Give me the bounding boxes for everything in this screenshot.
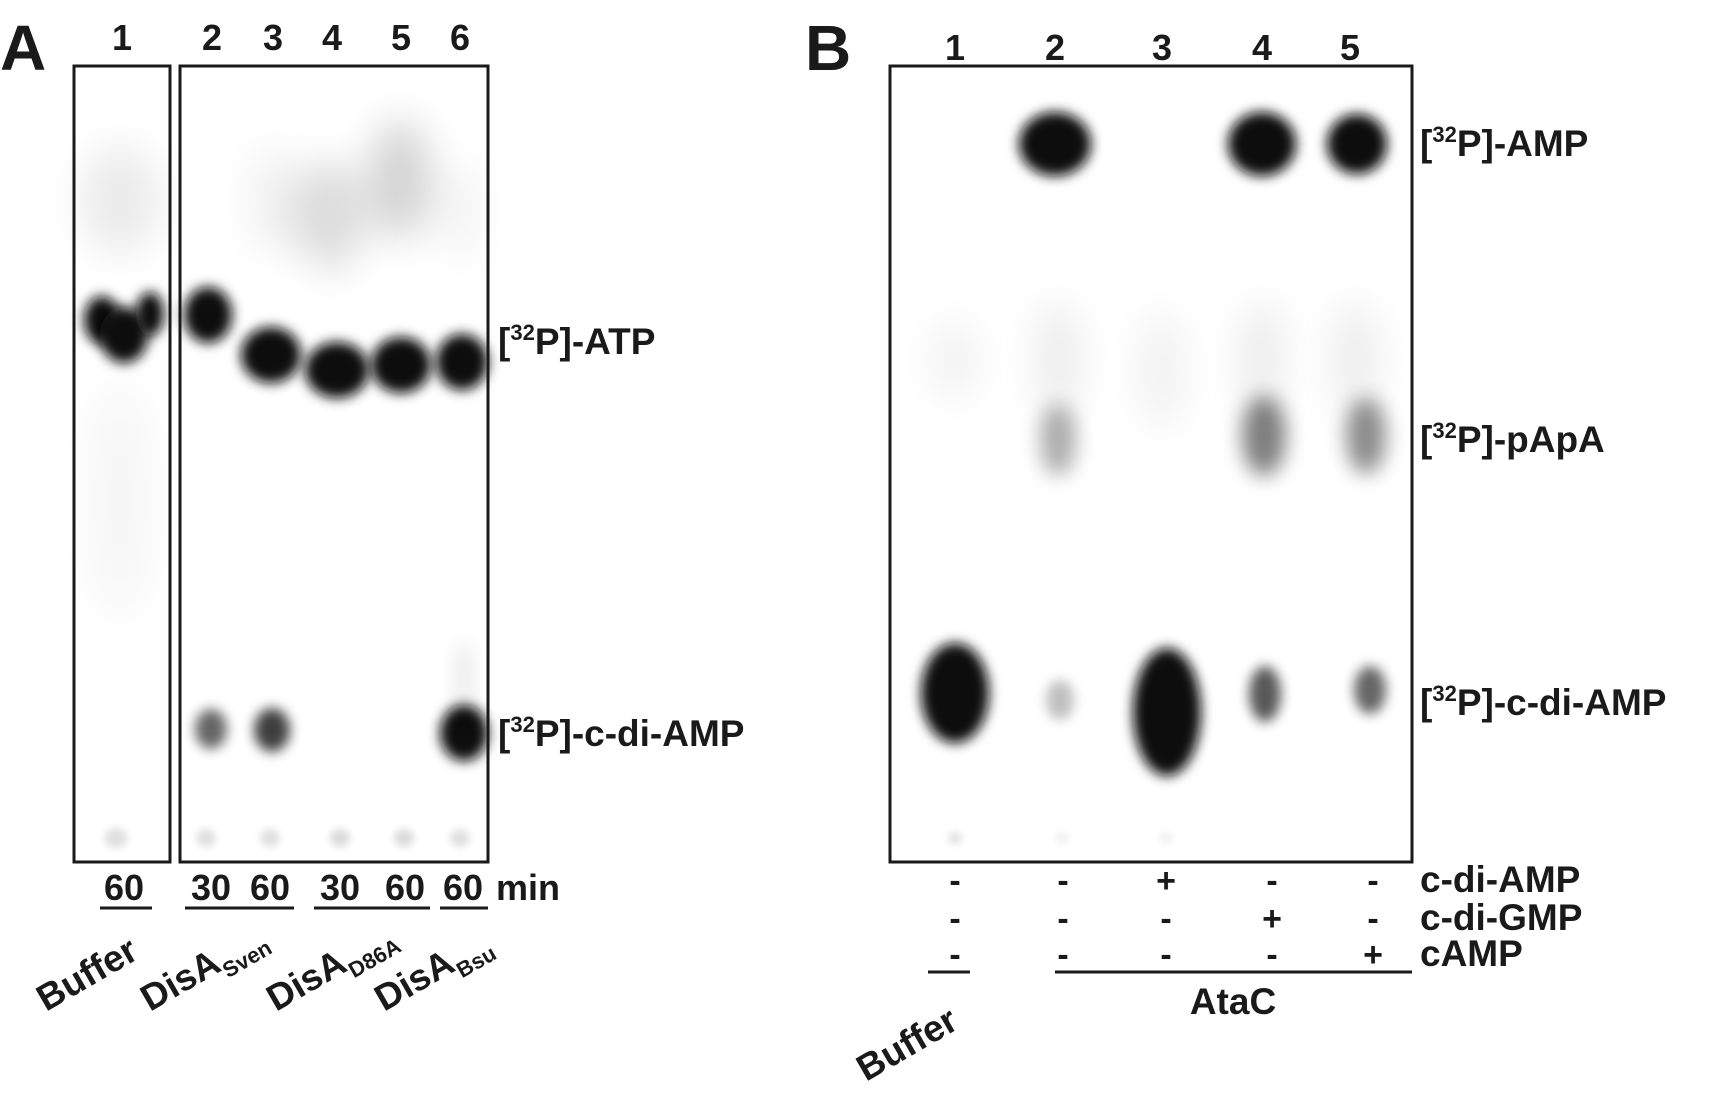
atp-band bbox=[100, 307, 148, 363]
time-value: 60 bbox=[104, 867, 144, 908]
papa-spot bbox=[1346, 398, 1386, 474]
lane-number: 4 bbox=[322, 17, 342, 58]
time-unit: min bbox=[496, 867, 560, 908]
atp-band bbox=[371, 337, 431, 393]
condition-sign: - bbox=[1160, 900, 1171, 938]
panel-a-letter: A bbox=[0, 12, 46, 84]
panel-b-gel bbox=[888, 64, 1414, 864]
condition-sign: - bbox=[1266, 862, 1277, 900]
condition-sign: - bbox=[1367, 900, 1378, 938]
panel-a-gel-buffer bbox=[72, 64, 172, 864]
condition-sign: - bbox=[949, 936, 960, 974]
c-di-amp-band bbox=[254, 708, 290, 752]
lane-number: 1 bbox=[112, 17, 132, 58]
condition-label: c-di-GMP bbox=[1420, 897, 1582, 938]
lane-number: 5 bbox=[1340, 27, 1360, 68]
condition-sign: + bbox=[1156, 862, 1176, 900]
panel-b-letter: B bbox=[805, 12, 851, 84]
condition-label: cAMP bbox=[1420, 933, 1523, 974]
group-label-disa-sven: DisASven bbox=[134, 915, 277, 1025]
amp-spot bbox=[1327, 114, 1387, 174]
atp-band bbox=[241, 327, 301, 383]
atp-band bbox=[436, 334, 488, 390]
papa-spot bbox=[1040, 404, 1076, 476]
amp-spot bbox=[1019, 112, 1091, 176]
time-value: 60 bbox=[250, 867, 290, 908]
atp-band bbox=[305, 342, 369, 398]
panel-b-condition-table: - - + - - c-di-AMP - - - + - c-di-GMP - … bbox=[928, 859, 1582, 974]
condition-sign: - bbox=[1160, 936, 1171, 974]
lane-number: 5 bbox=[391, 17, 411, 58]
amp-spot bbox=[1228, 112, 1296, 176]
panel-b-lane-numbers: 1 2 3 4 5 bbox=[945, 27, 1360, 68]
papa-label: [32P]-pApA bbox=[1420, 418, 1605, 460]
condition-sign: - bbox=[1057, 936, 1068, 974]
papa-spot bbox=[1242, 396, 1286, 476]
c-di-amp-band bbox=[195, 709, 227, 749]
condition-sign: - bbox=[949, 862, 960, 900]
lane-number: 2 bbox=[1045, 27, 1065, 68]
condition-sign: + bbox=[1363, 936, 1383, 974]
c-di-amp-label: [32P]-c-di-AMP bbox=[498, 712, 744, 754]
c-di-amp-spot bbox=[1133, 648, 1201, 776]
c-di-amp-spot bbox=[921, 643, 989, 743]
group-label-buffer: Buffer bbox=[30, 929, 145, 1019]
condition-label: c-di-AMP bbox=[1420, 859, 1580, 900]
time-value: 30 bbox=[320, 867, 360, 908]
c-di-amp-spot bbox=[1249, 666, 1281, 722]
lane-number: 4 bbox=[1252, 27, 1272, 68]
condition-sign: - bbox=[1266, 936, 1277, 974]
panel-a-time-row: 60 30 60 30 60 60 min bbox=[100, 867, 560, 910]
atp-band bbox=[136, 292, 164, 336]
amp-label: [32P]-AMP bbox=[1420, 122, 1588, 164]
condition-sign: - bbox=[1057, 862, 1068, 900]
panel-a-gel-samples bbox=[178, 64, 490, 864]
atp-band bbox=[184, 287, 232, 343]
lane-number: 3 bbox=[263, 17, 283, 58]
time-value: 60 bbox=[443, 867, 483, 908]
group-label-atac: AtaC bbox=[1190, 981, 1276, 1022]
condition-sign: - bbox=[949, 900, 960, 938]
lane-number: 1 bbox=[945, 27, 965, 68]
atp-label: [32P]-ATP bbox=[498, 320, 655, 362]
c-di-amp-spot bbox=[1354, 666, 1386, 714]
c-di-amp-label: [32P]-c-di-AMP bbox=[1420, 681, 1666, 723]
panel-a-lane-numbers: 1 2 3 4 5 6 bbox=[112, 17, 470, 58]
time-value: 60 bbox=[385, 867, 425, 908]
lane-number: 6 bbox=[450, 17, 470, 58]
group-label-buffer: Buffer bbox=[850, 999, 965, 1089]
panel-a-group-labels: Buffer DisASven DisAD86A DisABsu bbox=[30, 915, 501, 1025]
condition-sign: - bbox=[1367, 862, 1378, 900]
lane-number: 2 bbox=[202, 17, 222, 58]
condition-sign: - bbox=[1057, 900, 1068, 938]
time-value: 30 bbox=[191, 867, 231, 908]
c-di-amp-band bbox=[440, 705, 488, 761]
lane-number: 3 bbox=[1152, 27, 1172, 68]
condition-sign: + bbox=[1262, 900, 1282, 938]
c-di-amp-spot bbox=[1046, 680, 1074, 720]
